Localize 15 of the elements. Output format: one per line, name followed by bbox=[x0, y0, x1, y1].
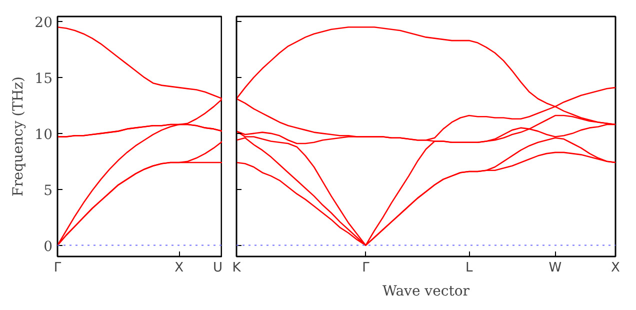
x-tick-label: Γ bbox=[54, 260, 62, 276]
y-tick-label: 0 bbox=[44, 238, 53, 255]
x-tick-label: U bbox=[212, 260, 222, 276]
x-tick-label: Γ bbox=[362, 260, 370, 276]
x-tick-label: W bbox=[548, 260, 562, 276]
x-tick-label: X bbox=[611, 260, 620, 276]
y-tick-label: 20 bbox=[34, 15, 53, 32]
x-axis-title: Wave vector bbox=[382, 284, 470, 300]
y-tick-label: 10 bbox=[34, 126, 53, 143]
y-axis-title: Frequency (THz) bbox=[10, 76, 27, 197]
y-tick-label: 5 bbox=[44, 182, 53, 199]
x-tick-label: X bbox=[174, 260, 184, 276]
x-tick-label: K bbox=[232, 260, 242, 276]
x-tick-label: L bbox=[465, 260, 474, 276]
y-tick-label: 15 bbox=[34, 70, 53, 87]
